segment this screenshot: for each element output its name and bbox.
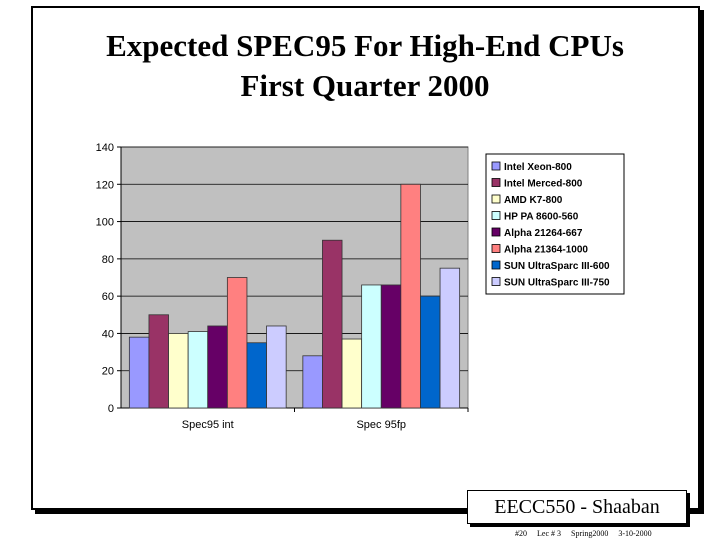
footnote-date: 3-10-2000	[618, 529, 652, 538]
legend-label: Alpha 21364-1000	[504, 245, 588, 256]
bar-chart: 0 20 40 60 80 100 120 140 Spec95 int Spec 95fp Int…	[96, 142, 625, 431]
title-line-1: Expected SPEC95 For High-End CPUs	[106, 28, 624, 63]
bar	[128, 336, 150, 409]
legend-swatch	[491, 244, 501, 253]
legend-label: HP PA 8600-560	[504, 212, 579, 223]
title-line-2: First Quarter 2000	[240, 68, 490, 103]
footnote-lecture: Lec # 3	[537, 529, 561, 538]
legend-swatch	[491, 161, 501, 171]
bar	[439, 267, 461, 409]
y-tick-label: 100	[96, 217, 114, 229]
footnote-term: Spring2000	[571, 529, 609, 538]
x-category-label: Spec95 int	[182, 419, 234, 431]
legend-swatch	[491, 260, 501, 270]
bar	[420, 295, 441, 409]
bar	[380, 284, 402, 409]
legend-swatch	[491, 277, 501, 286]
footnote: #20 Lec # 3 Spring2000 3-10-2000	[515, 529, 660, 538]
legend-label: SUN UltraSparc III-600	[504, 261, 610, 272]
legend-label: AMD K7-800	[504, 195, 563, 206]
y-tick-label: 80	[102, 254, 114, 266]
bar	[400, 183, 421, 409]
y-tick-label: 60	[102, 291, 114, 303]
footer-box: EECC550 - Shaaban	[467, 490, 687, 524]
y-tick-label: 20	[102, 366, 114, 378]
bar	[226, 277, 248, 409]
bar	[207, 325, 228, 409]
y-tick-label: 140	[96, 142, 114, 154]
x-category-label: Spec 95fp	[356, 419, 406, 431]
footer-label: EECC550 - Shaaban	[494, 496, 660, 518]
y-tick-label: 0	[108, 403, 114, 415]
legend-label: Intel Merced-800	[504, 179, 583, 190]
legend-box	[485, 153, 625, 295]
bar	[322, 239, 343, 409]
bar	[187, 331, 209, 409]
bar	[266, 325, 287, 409]
legend-swatch	[491, 194, 501, 204]
bar	[341, 338, 363, 409]
slide-title: Expected SPEC95 For High-End CPUs First …	[0, 26, 720, 106]
y-tick-label: 120	[96, 179, 114, 191]
legend-label: SUN UltraSparc III-750	[504, 278, 610, 289]
bar	[168, 333, 189, 409]
y-tick-label: 40	[102, 328, 114, 340]
bar	[246, 342, 267, 409]
legend-swatch	[491, 178, 501, 187]
legend-swatch	[491, 211, 501, 220]
bar	[148, 314, 169, 409]
legend-swatch	[491, 227, 501, 237]
legend-label: Alpha 21264-667	[504, 228, 583, 239]
bar	[361, 284, 382, 409]
legend-label: Intel Xeon-800	[504, 162, 572, 173]
bar	[302, 355, 323, 409]
footnote-slide-number: #20	[515, 529, 527, 538]
